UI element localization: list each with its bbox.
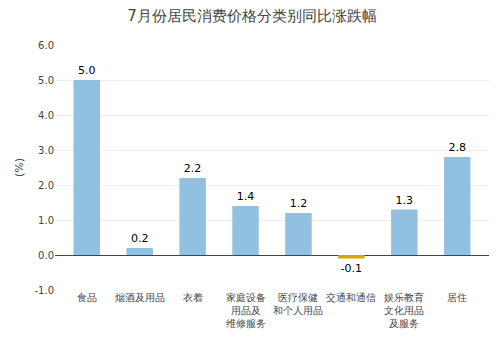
svg-text:2.2: 2.2 <box>184 162 202 175</box>
svg-text:3.0: 3.0 <box>38 145 54 156</box>
svg-text:2.8: 2.8 <box>448 141 466 154</box>
svg-text:家庭设备用品及维修服务: 家庭设备用品及维修服务 <box>226 292 266 329</box>
svg-text:1.0: 1.0 <box>38 215 54 226</box>
svg-text:7月份居民消费价格分类别同比涨跌幅: 7月份居民消费价格分类别同比涨跌幅 <box>127 7 377 25</box>
svg-text:娱乐教育文化用品及服务: 娱乐教育文化用品及服务 <box>384 292 424 329</box>
svg-text:交通和通信: 交通和通信 <box>326 292 376 303</box>
svg-text:(%): (%) <box>13 158 26 177</box>
svg-text:0.2: 0.2 <box>131 232 149 245</box>
svg-text:医疗保健和个人用品: 医疗保健和个人用品 <box>273 292 323 316</box>
svg-text:1.4: 1.4 <box>237 190 255 203</box>
svg-text:6.0: 6.0 <box>38 40 54 51</box>
svg-text:0.0: 0.0 <box>38 250 54 261</box>
svg-text:-0.1: -0.1 <box>341 262 362 275</box>
svg-text:食品: 食品 <box>77 292 97 303</box>
svg-text:烟酒及用品: 烟酒及用品 <box>115 292 165 303</box>
svg-text:1.3: 1.3 <box>396 194 414 207</box>
svg-text:5.0: 5.0 <box>78 64 96 77</box>
svg-text:2.0: 2.0 <box>38 180 54 191</box>
svg-text:5.0: 5.0 <box>38 75 54 86</box>
svg-text:衣着: 衣着 <box>183 292 203 303</box>
svg-text:居住: 居住 <box>447 292 467 303</box>
svg-text:1.2: 1.2 <box>290 197 308 210</box>
svg-text:4.0: 4.0 <box>38 110 54 121</box>
svg-text:-1.0: -1.0 <box>34 285 54 296</box>
